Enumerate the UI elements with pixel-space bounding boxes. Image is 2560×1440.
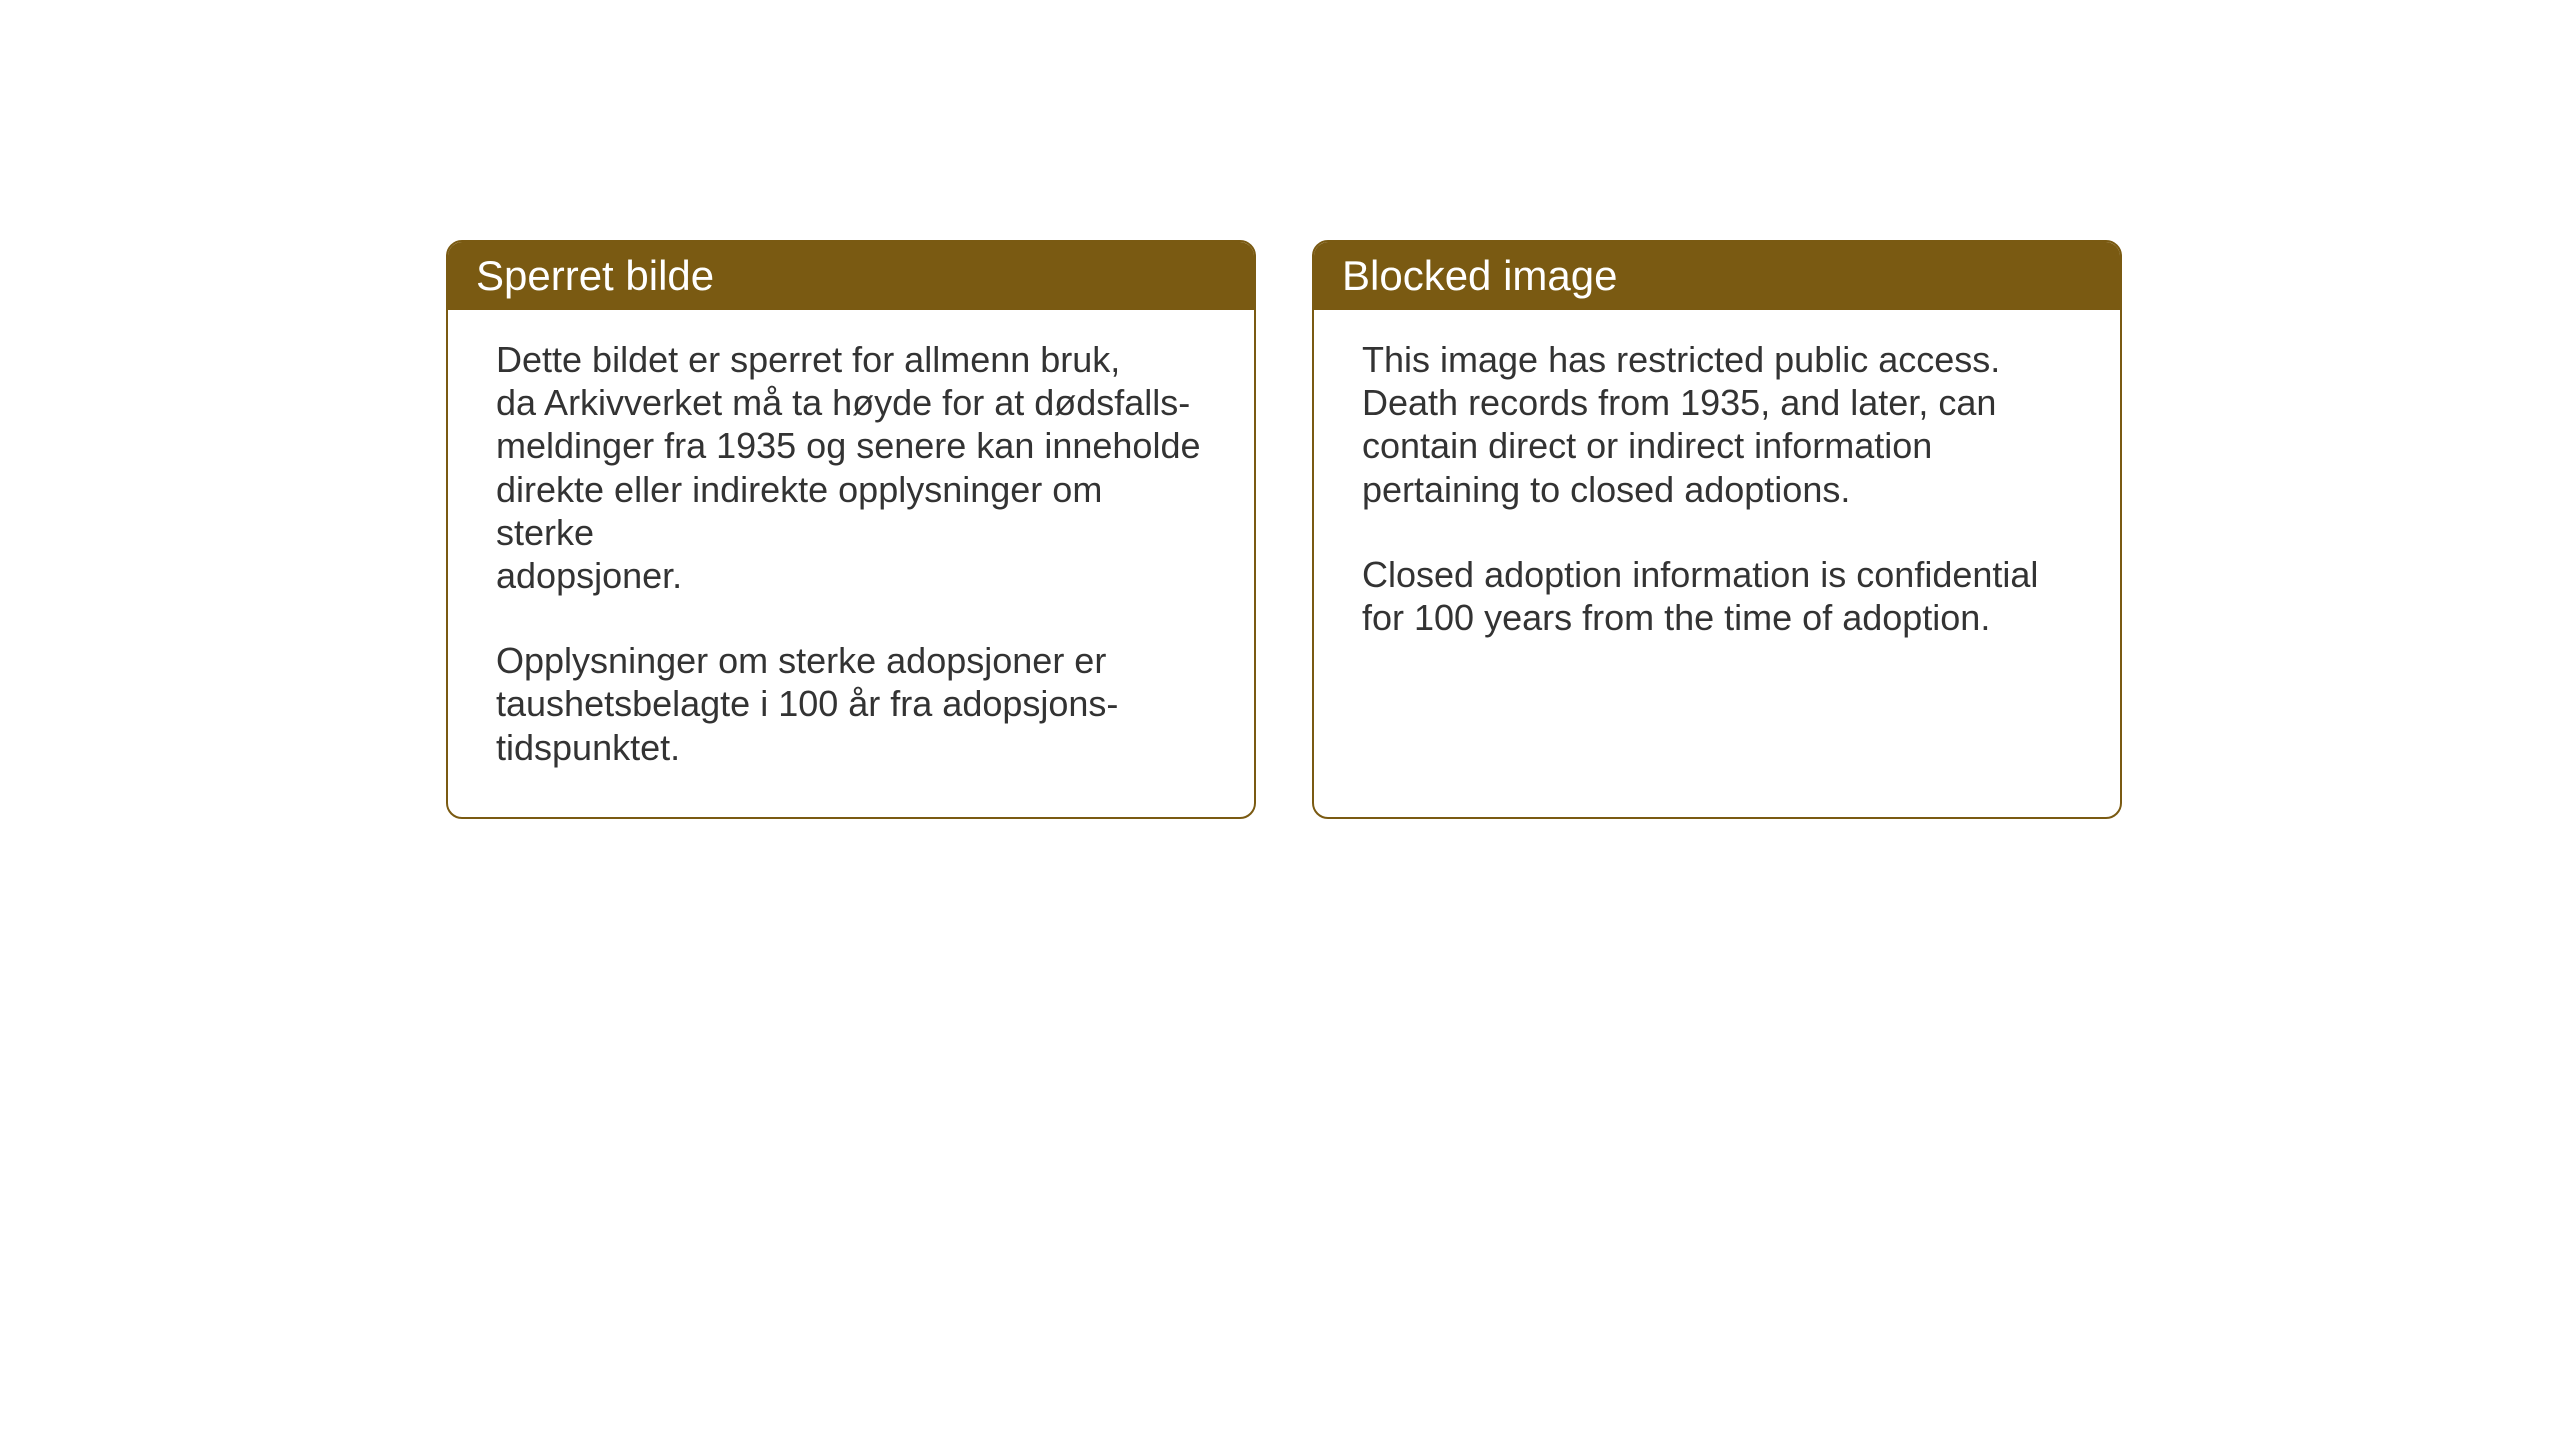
card-title-english: Blocked image [1342, 252, 1617, 299]
card-paragraph-2-norwegian: Opplysninger om sterke adopsjoner er tau… [496, 639, 1206, 769]
card-title-norwegian: Sperret bilde [476, 252, 714, 299]
notice-card-english: Blocked image This image has restricted … [1312, 240, 2122, 819]
card-paragraph-2-english: Closed adoption information is confident… [1362, 553, 2072, 639]
card-header-english: Blocked image [1314, 242, 2120, 310]
card-body-norwegian: Dette bildet er sperret for allmenn bruk… [448, 310, 1254, 817]
notice-container: Sperret bilde Dette bildet er sperret fo… [446, 240, 2122, 819]
card-paragraph-1-norwegian: Dette bildet er sperret for allmenn bruk… [496, 338, 1206, 597]
notice-card-norwegian: Sperret bilde Dette bildet er sperret fo… [446, 240, 1256, 819]
card-paragraph-1-english: This image has restricted public access.… [1362, 338, 2072, 511]
card-header-norwegian: Sperret bilde [448, 242, 1254, 310]
card-body-english: This image has restricted public access.… [1314, 310, 2120, 687]
